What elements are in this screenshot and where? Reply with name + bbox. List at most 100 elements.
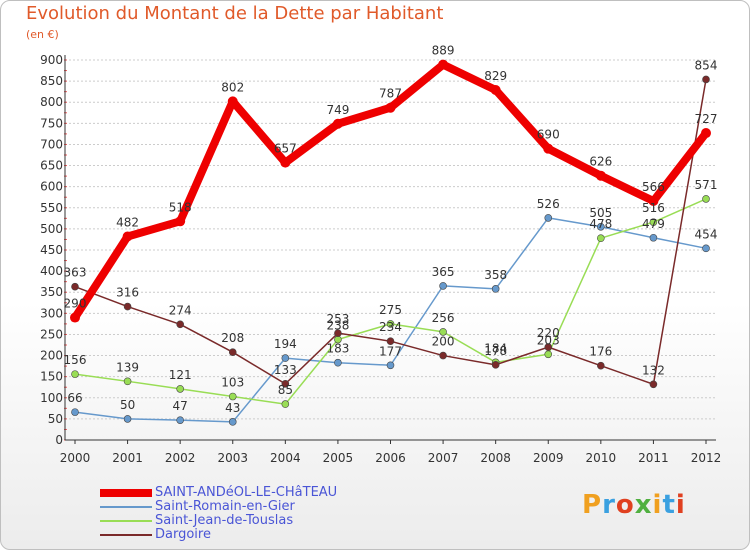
legend-label: Saint-Romain-en-Gier bbox=[155, 499, 295, 514]
data-point bbox=[439, 282, 447, 290]
data-point bbox=[227, 96, 238, 107]
data-label: 139 bbox=[116, 360, 139, 374]
data-point bbox=[280, 157, 291, 168]
data-label: 749 bbox=[326, 103, 349, 117]
data-point bbox=[702, 75, 710, 84]
data-label: 132 bbox=[642, 363, 665, 377]
data-label: 133 bbox=[274, 363, 297, 377]
data-label: 290 bbox=[64, 297, 87, 311]
data-label: 526 bbox=[537, 197, 560, 211]
legend-label: SAINT-ANDéOL-LE-CHâTEAU bbox=[155, 485, 338, 500]
data-point bbox=[649, 380, 658, 389]
data-point bbox=[597, 361, 605, 370]
x-tick-label: 2010 bbox=[586, 451, 617, 465]
proxiti-logo: Proxiti bbox=[582, 490, 686, 520]
data-label: 256 bbox=[432, 311, 455, 325]
data-label: 178 bbox=[484, 344, 507, 358]
legend-label: Dargoire bbox=[155, 527, 211, 542]
data-point bbox=[176, 385, 184, 393]
data-point bbox=[597, 234, 605, 242]
data-label: 571 bbox=[695, 178, 718, 192]
data-point bbox=[123, 415, 132, 423]
data-point bbox=[490, 84, 501, 95]
data-point bbox=[228, 392, 237, 401]
x-tick-label: 2011 bbox=[638, 451, 669, 465]
y-tick-label: 500 bbox=[40, 222, 63, 236]
data-point bbox=[649, 233, 658, 242]
data-label: 363 bbox=[64, 266, 87, 280]
data-label: 829 bbox=[484, 69, 507, 83]
x-tick-label: 2003 bbox=[217, 451, 248, 465]
y-tick-label: 450 bbox=[40, 243, 63, 257]
data-point bbox=[228, 348, 237, 356]
data-point bbox=[544, 214, 553, 222]
y-tick-label: 850 bbox=[40, 74, 63, 88]
data-label: 220 bbox=[537, 326, 560, 340]
data-point bbox=[491, 285, 500, 293]
x-tick-label: 2006 bbox=[375, 451, 406, 465]
data-point bbox=[334, 358, 342, 367]
data-label: 66 bbox=[67, 391, 82, 405]
logo-letter: t bbox=[662, 490, 676, 520]
data-label: 482 bbox=[116, 215, 139, 229]
data-point bbox=[543, 143, 554, 154]
data-label: 802 bbox=[221, 80, 244, 94]
y-tick-label: 600 bbox=[40, 180, 63, 194]
data-label: 47 bbox=[173, 399, 188, 413]
data-label: 103 bbox=[221, 376, 244, 390]
data-label: 234 bbox=[379, 320, 402, 334]
y-tick-label: 100 bbox=[40, 391, 63, 405]
data-point bbox=[332, 118, 343, 129]
data-label: 156 bbox=[64, 353, 87, 367]
y-tick-label: 200 bbox=[40, 349, 63, 363]
legend-swatch bbox=[100, 489, 152, 497]
chart-unit-label: (en €) bbox=[26, 28, 59, 41]
data-point bbox=[702, 244, 710, 253]
data-point bbox=[544, 343, 553, 351]
x-tick-label: 2002 bbox=[165, 451, 196, 465]
data-point bbox=[123, 302, 132, 311]
data-label: 43 bbox=[225, 401, 240, 415]
legend-swatch bbox=[100, 520, 152, 522]
data-label: 478 bbox=[589, 217, 612, 231]
data-label: 274 bbox=[169, 303, 192, 317]
legend-label: Saint-Jean-de-Touslas bbox=[155, 513, 294, 528]
logo-letter: x bbox=[634, 490, 653, 520]
data-point bbox=[281, 400, 290, 408]
x-tick-label: 2012 bbox=[691, 451, 722, 465]
data-label: 194 bbox=[274, 337, 297, 351]
data-label: 787 bbox=[379, 87, 402, 101]
y-tick-label: 400 bbox=[40, 264, 63, 278]
data-label: 516 bbox=[642, 201, 665, 215]
y-tick-label: 650 bbox=[40, 159, 63, 173]
data-label: 177 bbox=[379, 344, 402, 358]
logo-letter: i bbox=[675, 490, 686, 520]
data-label: 358 bbox=[484, 268, 507, 282]
data-label: 690 bbox=[537, 128, 560, 142]
data-point bbox=[701, 128, 711, 139]
data-point bbox=[281, 380, 290, 388]
x-tick-label: 2008 bbox=[480, 451, 511, 465]
x-tick-label: 2000 bbox=[60, 451, 91, 465]
data-point bbox=[70, 312, 80, 323]
data-point bbox=[597, 222, 605, 231]
data-label: 238 bbox=[326, 319, 349, 333]
y-tick-label: 900 bbox=[40, 53, 63, 67]
data-label: 365 bbox=[432, 265, 455, 279]
data-label: 85 bbox=[278, 383, 293, 397]
data-label: 200 bbox=[432, 335, 455, 349]
data-label: 454 bbox=[695, 227, 718, 241]
x-tick-label: 2001 bbox=[112, 451, 143, 465]
data-point bbox=[228, 418, 237, 426]
data-point bbox=[439, 351, 447, 360]
data-point bbox=[122, 231, 133, 242]
data-label: 657 bbox=[274, 142, 297, 156]
data-point bbox=[439, 328, 447, 336]
data-point bbox=[385, 102, 396, 113]
y-tick-label: 750 bbox=[40, 116, 63, 130]
data-point bbox=[386, 361, 395, 370]
data-label: 518 bbox=[169, 200, 192, 214]
data-label: 176 bbox=[589, 345, 612, 359]
data-label: 727 bbox=[695, 112, 718, 126]
